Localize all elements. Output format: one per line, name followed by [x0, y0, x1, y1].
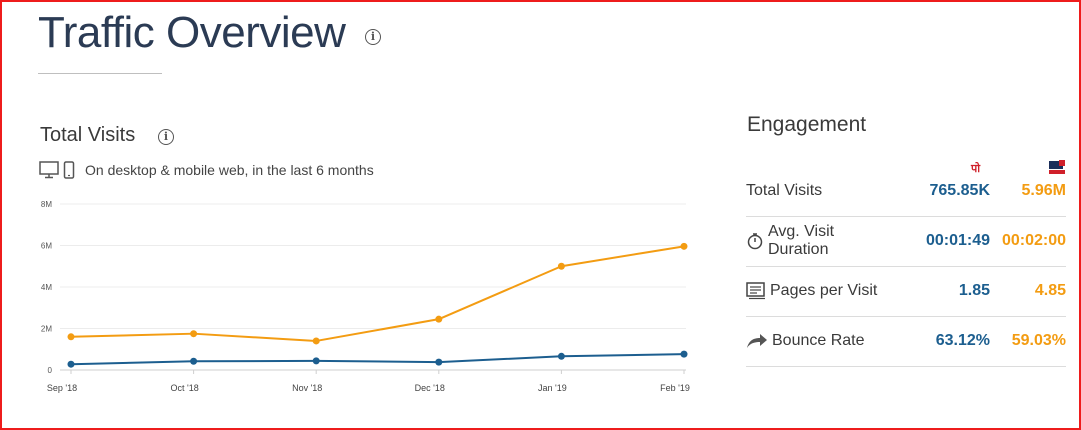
desktop-icon: [39, 161, 59, 179]
svg-text:पो: पो: [970, 162, 981, 174]
site-two-value: 59.03%: [1011, 332, 1066, 349]
data-point: [435, 315, 443, 323]
total-visits-chart: 0 2M 4M 6M 8M Sep '18 Oct '18 Nov '18 Dec '18 Jan…: [41, 200, 690, 393]
y-tick-label: 2M: [41, 325, 52, 334]
total-visits-title: Total Visits: [40, 124, 136, 146]
device-note: On desktop & mobile web, in the last 6 m…: [39, 160, 374, 180]
mobile-icon: [63, 161, 75, 179]
data-point: [680, 350, 688, 358]
engagement-title: Engagement: [747, 113, 867, 136]
x-tick-label: Sep '18: [47, 383, 77, 393]
data-point: [557, 262, 565, 270]
site-two-logo-icon: [1049, 160, 1065, 174]
engagement-label: Bounce Rate: [746, 332, 890, 350]
y-tick-label: 6M: [41, 242, 52, 251]
data-point: [680, 242, 688, 250]
page-title: Traffic Overview: [38, 8, 346, 57]
x-tick-label: Dec '18: [415, 383, 445, 393]
data-point: [312, 337, 320, 345]
info-icon[interactable]: i: [365, 29, 381, 45]
series-line-1: [70, 245, 685, 342]
engagement-label-text: Avg. Visit Duration: [768, 223, 835, 258]
engagement-label: Avg. Visit Duration: [746, 223, 890, 259]
site-two-value: 4.85: [1034, 282, 1066, 299]
device-note-text: On desktop & mobile web, in the last 6 m…: [85, 162, 374, 178]
data-point: [190, 330, 198, 338]
engagement-label-text: Bounce Rate: [772, 332, 865, 349]
engagement-label: Pages per Visit: [746, 282, 890, 300]
site-one-value: 1.85: [958, 282, 990, 299]
bounce-arrow-icon: [746, 333, 772, 349]
engagement-row: Total Visits 765.85K 5.96M: [746, 166, 1066, 217]
data-point: [557, 352, 565, 360]
x-tick-label: Oct '18: [170, 383, 198, 393]
site-two-value: 00:02:00: [1001, 232, 1066, 249]
site-one-value: 63.12%: [935, 332, 990, 349]
data-point: [190, 357, 198, 365]
engagement-row: Pages per Visit 1.85 4.85: [746, 266, 1066, 317]
total-visits-info-icon[interactable]: i: [158, 129, 174, 145]
engagement-label-text: Total Visits: [746, 182, 823, 199]
site-two-value: 5.96M: [1021, 182, 1066, 199]
site-one-logo-icon: पो: [970, 162, 981, 174]
y-tick-label: 4M: [41, 283, 52, 292]
stopwatch-icon: [746, 232, 768, 250]
site-one-value: 00:01:49: [925, 232, 990, 249]
data-point: [312, 357, 320, 365]
engagement-label-text: Pages per Visit: [770, 282, 878, 299]
data-point: [67, 360, 75, 368]
pages-icon: [746, 282, 770, 300]
x-tick-label: Nov '18: [292, 383, 322, 393]
engagement-row: Bounce Rate 63.12% 59.03%: [746, 316, 1066, 367]
site-one-value: 765.85K: [929, 182, 991, 199]
x-tick-label: Feb '19: [660, 383, 690, 393]
y-tick-label: 8M: [41, 200, 52, 209]
x-tick-label: Jan '19: [538, 383, 567, 393]
engagement-row: Avg. Visit Duration 00:01:49 00:02:00: [746, 216, 1066, 267]
data-point: [67, 333, 75, 341]
engagement-label: Total Visits: [746, 182, 890, 200]
y-tick-label: 0: [48, 366, 53, 375]
title-divider: [38, 73, 162, 74]
data-point: [435, 358, 443, 366]
series-line-2: [70, 353, 685, 366]
